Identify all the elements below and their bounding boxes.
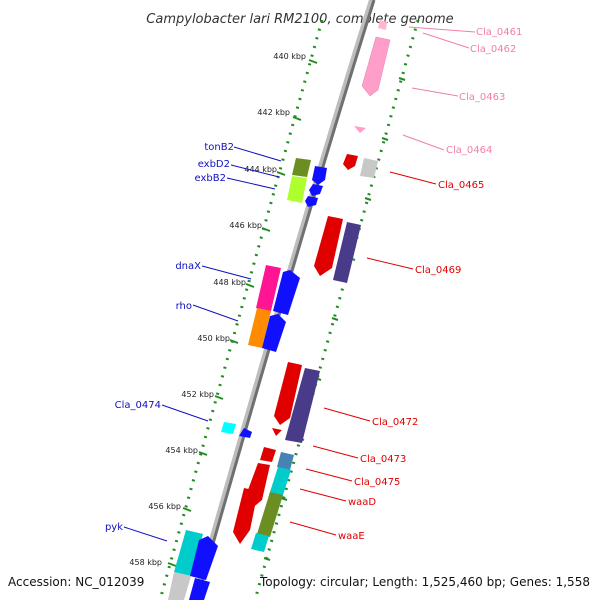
- gene-tonb2: [292, 158, 311, 177]
- forward-genes: [233, 20, 391, 552]
- gene-cla-0469b: [333, 222, 361, 283]
- gene-cla-0469a: [314, 216, 343, 276]
- gene-exbd2: [287, 176, 307, 203]
- gene-cla-0464: [354, 126, 366, 133]
- tick-label: 440 kbp: [273, 52, 306, 61]
- gene-cla-0474-arrow: [239, 428, 252, 438]
- gene-cla-0461: [378, 20, 387, 30]
- gene-label: Cla_0473: [360, 454, 406, 465]
- gene-label: Cla_0464: [446, 145, 492, 156]
- gene-label: exbB2: [195, 173, 226, 184]
- gene-label: tonB2: [204, 142, 234, 153]
- tick-label: 450 kbp: [197, 334, 230, 343]
- map-title: Campylobacter lari RM2100, complete geno…: [146, 12, 453, 27]
- gene-label: waaD: [348, 497, 376, 508]
- gene-cla-0463: [361, 36, 391, 97]
- gene-cla-0465b: [360, 158, 378, 178]
- gene-cla-0475c: [269, 467, 291, 498]
- gene-grey-bottom: [168, 572, 191, 600]
- gene-label: exbD2: [198, 159, 230, 170]
- gene-exbb2-arrow2: [305, 196, 318, 207]
- gene-pyk: [174, 530, 203, 576]
- gene-waad: [233, 488, 258, 544]
- tick-label: 452 kbp: [181, 390, 214, 399]
- tick-label: 456 kbp: [148, 502, 181, 511]
- gene-label: pyk: [105, 522, 123, 533]
- tick-label: 458 kbp: [129, 558, 162, 567]
- right-leader-lines: [289, 26, 476, 536]
- gene-cla-0473: [260, 447, 276, 462]
- gene-dnax-arrow: [273, 270, 300, 315]
- gene-waae: [257, 492, 283, 537]
- gene-label: Cla_0475: [354, 477, 400, 488]
- tick-label: 454 kbp: [165, 446, 198, 455]
- tick-label: 448 kbp: [213, 278, 246, 287]
- gene-label: waaE: [338, 531, 365, 542]
- gene-label: rho: [176, 301, 192, 312]
- gene-cla-0472c: [272, 428, 282, 436]
- left-leader-lines: [123, 146, 282, 542]
- gene-rho-arrow: [262, 314, 286, 352]
- gene-label: Cla_0463: [459, 92, 505, 103]
- gene-label: Cla_0461: [476, 27, 522, 38]
- gene-label: Cla_0465: [438, 180, 484, 191]
- gene-label: Cla_0462: [470, 44, 516, 55]
- gene-cla-0465a: [343, 154, 358, 170]
- gene-dnax: [256, 265, 281, 311]
- accession-text: Accession: NC_012039: [8, 575, 144, 589]
- gene-label: dnaX: [175, 261, 201, 272]
- gene-exbb2-arrow: [309, 184, 323, 196]
- inner-ruler-line: [158, 19, 324, 600]
- reverse-genes: [168, 158, 327, 600]
- gene-label: Cla_0472: [372, 417, 418, 428]
- gene-rho: [248, 308, 271, 348]
- gene-waae-tail: [251, 533, 269, 552]
- tick-label: 446 kbp: [229, 221, 262, 230]
- gene-blue-bottom: [189, 578, 210, 600]
- tick-label: 444 kbp: [244, 165, 277, 174]
- gene-cla-0472a: [274, 362, 302, 425]
- outer-ruler-line: [253, 19, 420, 600]
- gene-cla-0472b: [285, 368, 320, 443]
- tick-label: 442 kbp: [257, 108, 290, 117]
- gene-exbd2-arrow: [312, 166, 327, 185]
- backbone: [195, 0, 376, 600]
- gene-label: Cla_0469: [415, 265, 461, 276]
- gene-pyk-arrow: [190, 536, 218, 580]
- gene-cla-0475b: [277, 452, 294, 470]
- backbone-shadow: [192, 0, 375, 600]
- gene-cla-0474: [221, 422, 236, 434]
- gene-label: Cla_0474: [115, 400, 161, 411]
- topology-text: Topology: circular; Length: 1,525,460 bp…: [259, 575, 590, 589]
